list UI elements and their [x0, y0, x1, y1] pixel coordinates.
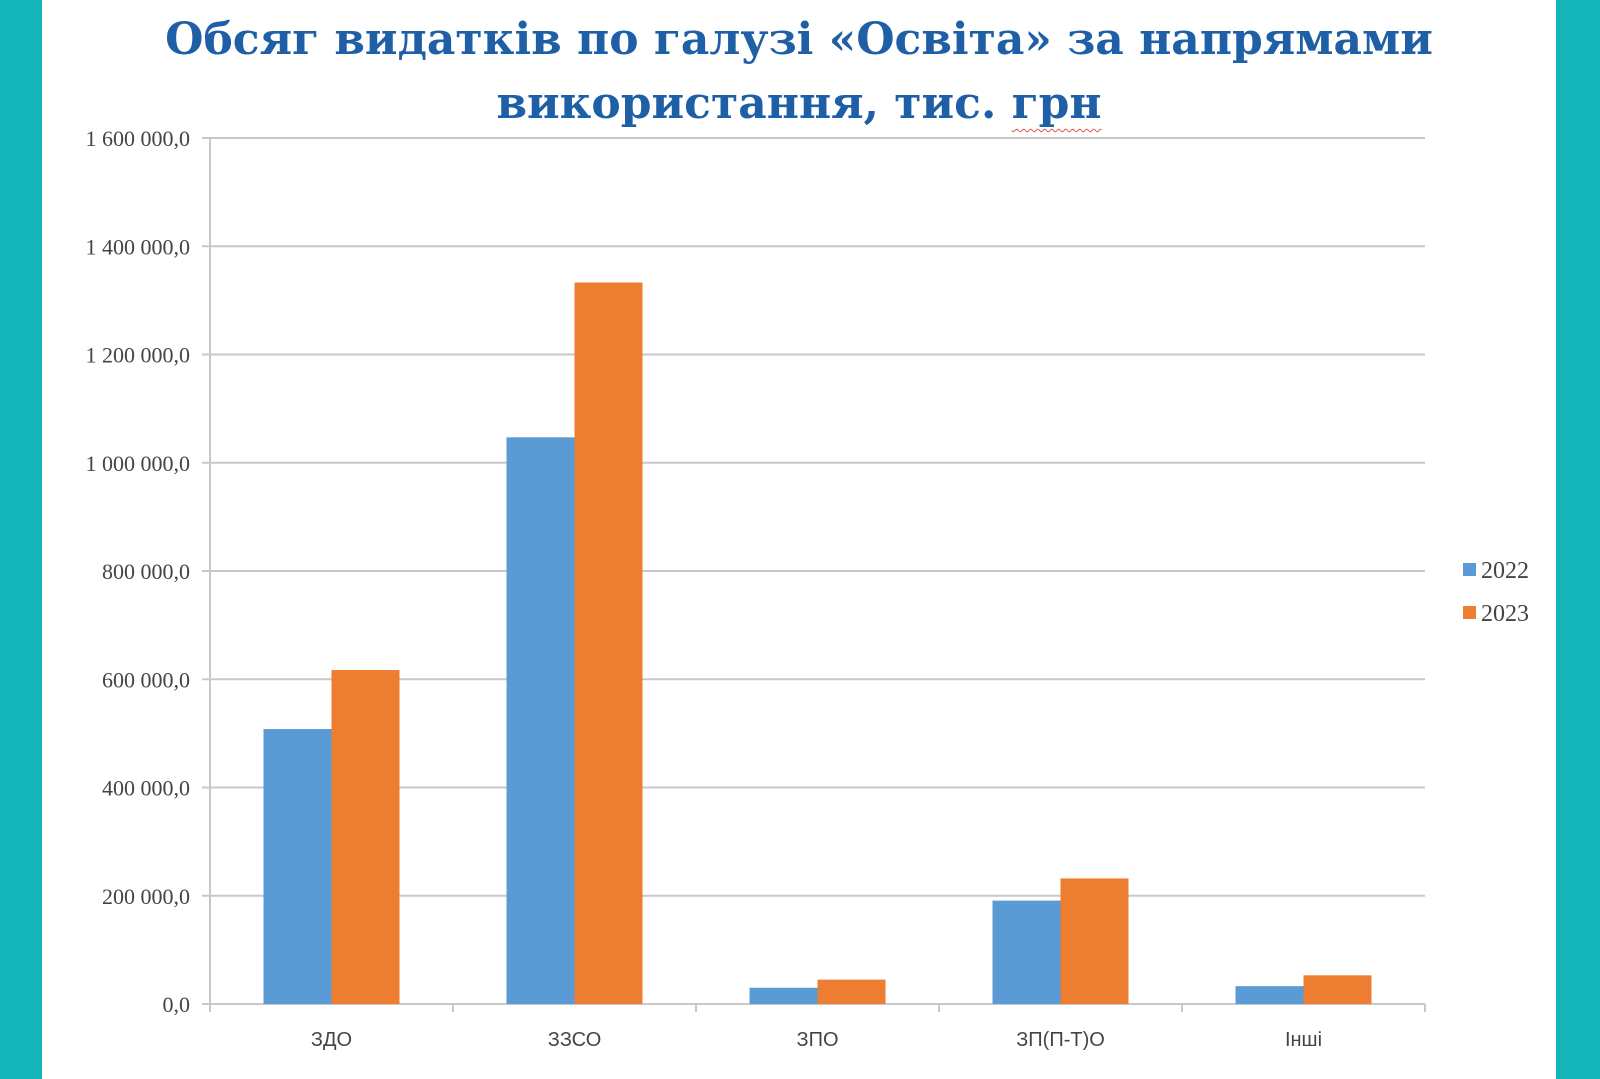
bar-2022-0 — [263, 729, 332, 1004]
legend-label-2022: 2022 — [1481, 558, 1529, 584]
chart-title-line-2-main: використання, тис. — [496, 78, 1012, 129]
chart-title-line-2-unit: грн — [1011, 78, 1102, 129]
bar-2023-0 — [331, 670, 400, 1004]
x-category-label: Інші — [1285, 1029, 1322, 1051]
y-tick-label: 400 000,0 — [102, 776, 190, 801]
bar-2022-2 — [749, 987, 818, 1004]
chart-title: Обсяг видатків по галузі «Освіта» за нап… — [42, 8, 1556, 136]
bar-2022-4 — [1235, 986, 1304, 1004]
x-axis-category-labels: ЗДО ЗЗСО ЗПО ЗП(П-Т)О Інші — [311, 1029, 1322, 1051]
y-tick-label: 200 000,0 — [102, 884, 190, 909]
y-tick-label: 1 000 000,0 — [86, 451, 191, 476]
y-tick-label: 600 000,0 — [102, 667, 190, 692]
y-tick-label: 1 600 000,0 — [86, 126, 191, 151]
y-tick-label: 1 400 000,0 — [86, 234, 191, 259]
y-tick-label: 0,0 — [163, 992, 191, 1017]
bar-2023-1 — [574, 282, 643, 1004]
x-category-label: ЗП(П-Т)О — [1016, 1029, 1105, 1051]
legend-label-2023: 2023 — [1481, 601, 1529, 627]
chart-title-line-2: використання, тис. грн — [42, 72, 1556, 136]
bar-2023-3 — [1060, 878, 1129, 1004]
legend: 2022 2023 — [1463, 558, 1529, 627]
bar-2023-2 — [817, 979, 886, 1004]
x-category-label: ЗДО — [311, 1029, 352, 1051]
bar-2023-4 — [1303, 975, 1372, 1004]
x-category-label: ЗПО — [796, 1029, 838, 1051]
legend-swatch-2023 — [1463, 606, 1476, 619]
bar-2022-1 — [506, 437, 575, 1004]
legend-swatch-2022 — [1463, 563, 1476, 576]
x-category-label: ЗЗСО — [548, 1029, 602, 1051]
chart-title-line-1: Обсяг видатків по галузі «Освіта» за нап… — [165, 14, 1433, 65]
y-tick-label: 1 200 000,0 — [86, 343, 191, 368]
bars — [263, 282, 1372, 1004]
y-tick-label: 800 000,0 — [102, 559, 190, 584]
bar-2022-3 — [992, 900, 1061, 1004]
y-axis-tick-labels: 0,0 200 000,0 400 000,0 600 000,0 800 000,0 1… — [86, 126, 191, 1017]
x-axis — [209, 138, 1426, 1012]
